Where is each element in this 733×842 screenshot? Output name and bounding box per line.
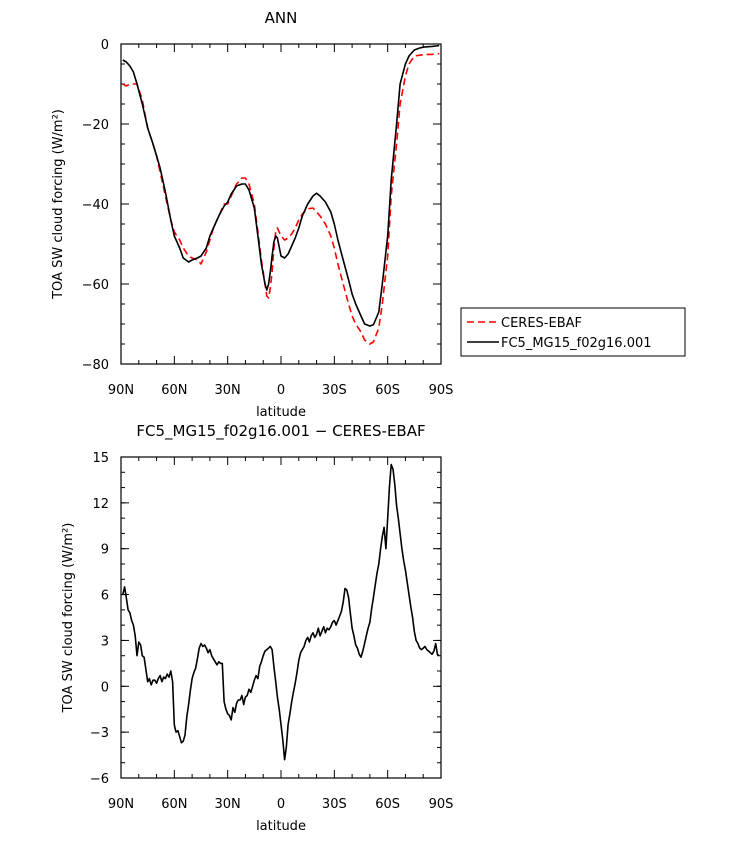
y-tick-label: −6 — [90, 772, 109, 787]
y-tick-label: −3 — [90, 726, 109, 741]
x-tick-label: 90N — [108, 797, 134, 812]
y-tick-label: 0 — [101, 680, 109, 695]
x-tick-label: 0 — [277, 797, 285, 812]
x-tick-label: 90S — [429, 383, 454, 398]
series-line-fc5-mg15-f02g16-001 — [122, 44, 440, 327]
difference-series-line — [122, 463, 440, 761]
x-tick-label: 60S — [375, 797, 400, 812]
plot-title: FC5_MG15_f02g16.001 − CERES-EBAF — [136, 422, 425, 441]
plot-frame — [120, 43, 442, 365]
x-tick-label: 60N — [161, 383, 187, 398]
y-tick-label: 3 — [101, 634, 109, 649]
x-axis-label: latitude — [256, 819, 306, 834]
x-tick-label: 30N — [215, 383, 241, 398]
x-tick-label: 60S — [375, 383, 400, 398]
legend-box — [460, 307, 686, 357]
y-tick-label: 0 — [101, 38, 109, 53]
y-tick-label: −60 — [82, 278, 109, 293]
y-tick-label: 9 — [101, 543, 109, 558]
y-tick-label: −80 — [82, 358, 109, 373]
y-tick-label: −20 — [82, 118, 109, 133]
x-tick-label: 90N — [108, 383, 134, 398]
plot-title: ANN — [265, 9, 298, 27]
series-line-ceres-ebaf — [122, 52, 440, 345]
y-tick-label: 6 — [101, 589, 109, 604]
legend-label: FC5_MG15_f02g16.001 — [501, 336, 652, 351]
y-tick-label: 15 — [92, 451, 109, 466]
x-tick-label: 30S — [322, 383, 347, 398]
x-tick-label: 30N — [215, 797, 241, 812]
y-tick-label: −40 — [82, 198, 109, 213]
x-tick-label: 0 — [277, 383, 285, 398]
legend-label: CERES-EBAF — [501, 316, 582, 331]
x-tick-label: 90S — [429, 797, 454, 812]
y-axis-label: TOA SW cloud forcing (W/m²) — [61, 523, 76, 714]
y-tick-label: 12 — [92, 497, 109, 512]
x-tick-label: 60N — [161, 797, 187, 812]
x-axis-label: latitude — [256, 405, 306, 420]
x-tick-label: 30S — [322, 797, 347, 812]
y-axis-label: TOA SW cloud forcing (W/m²) — [51, 109, 66, 300]
